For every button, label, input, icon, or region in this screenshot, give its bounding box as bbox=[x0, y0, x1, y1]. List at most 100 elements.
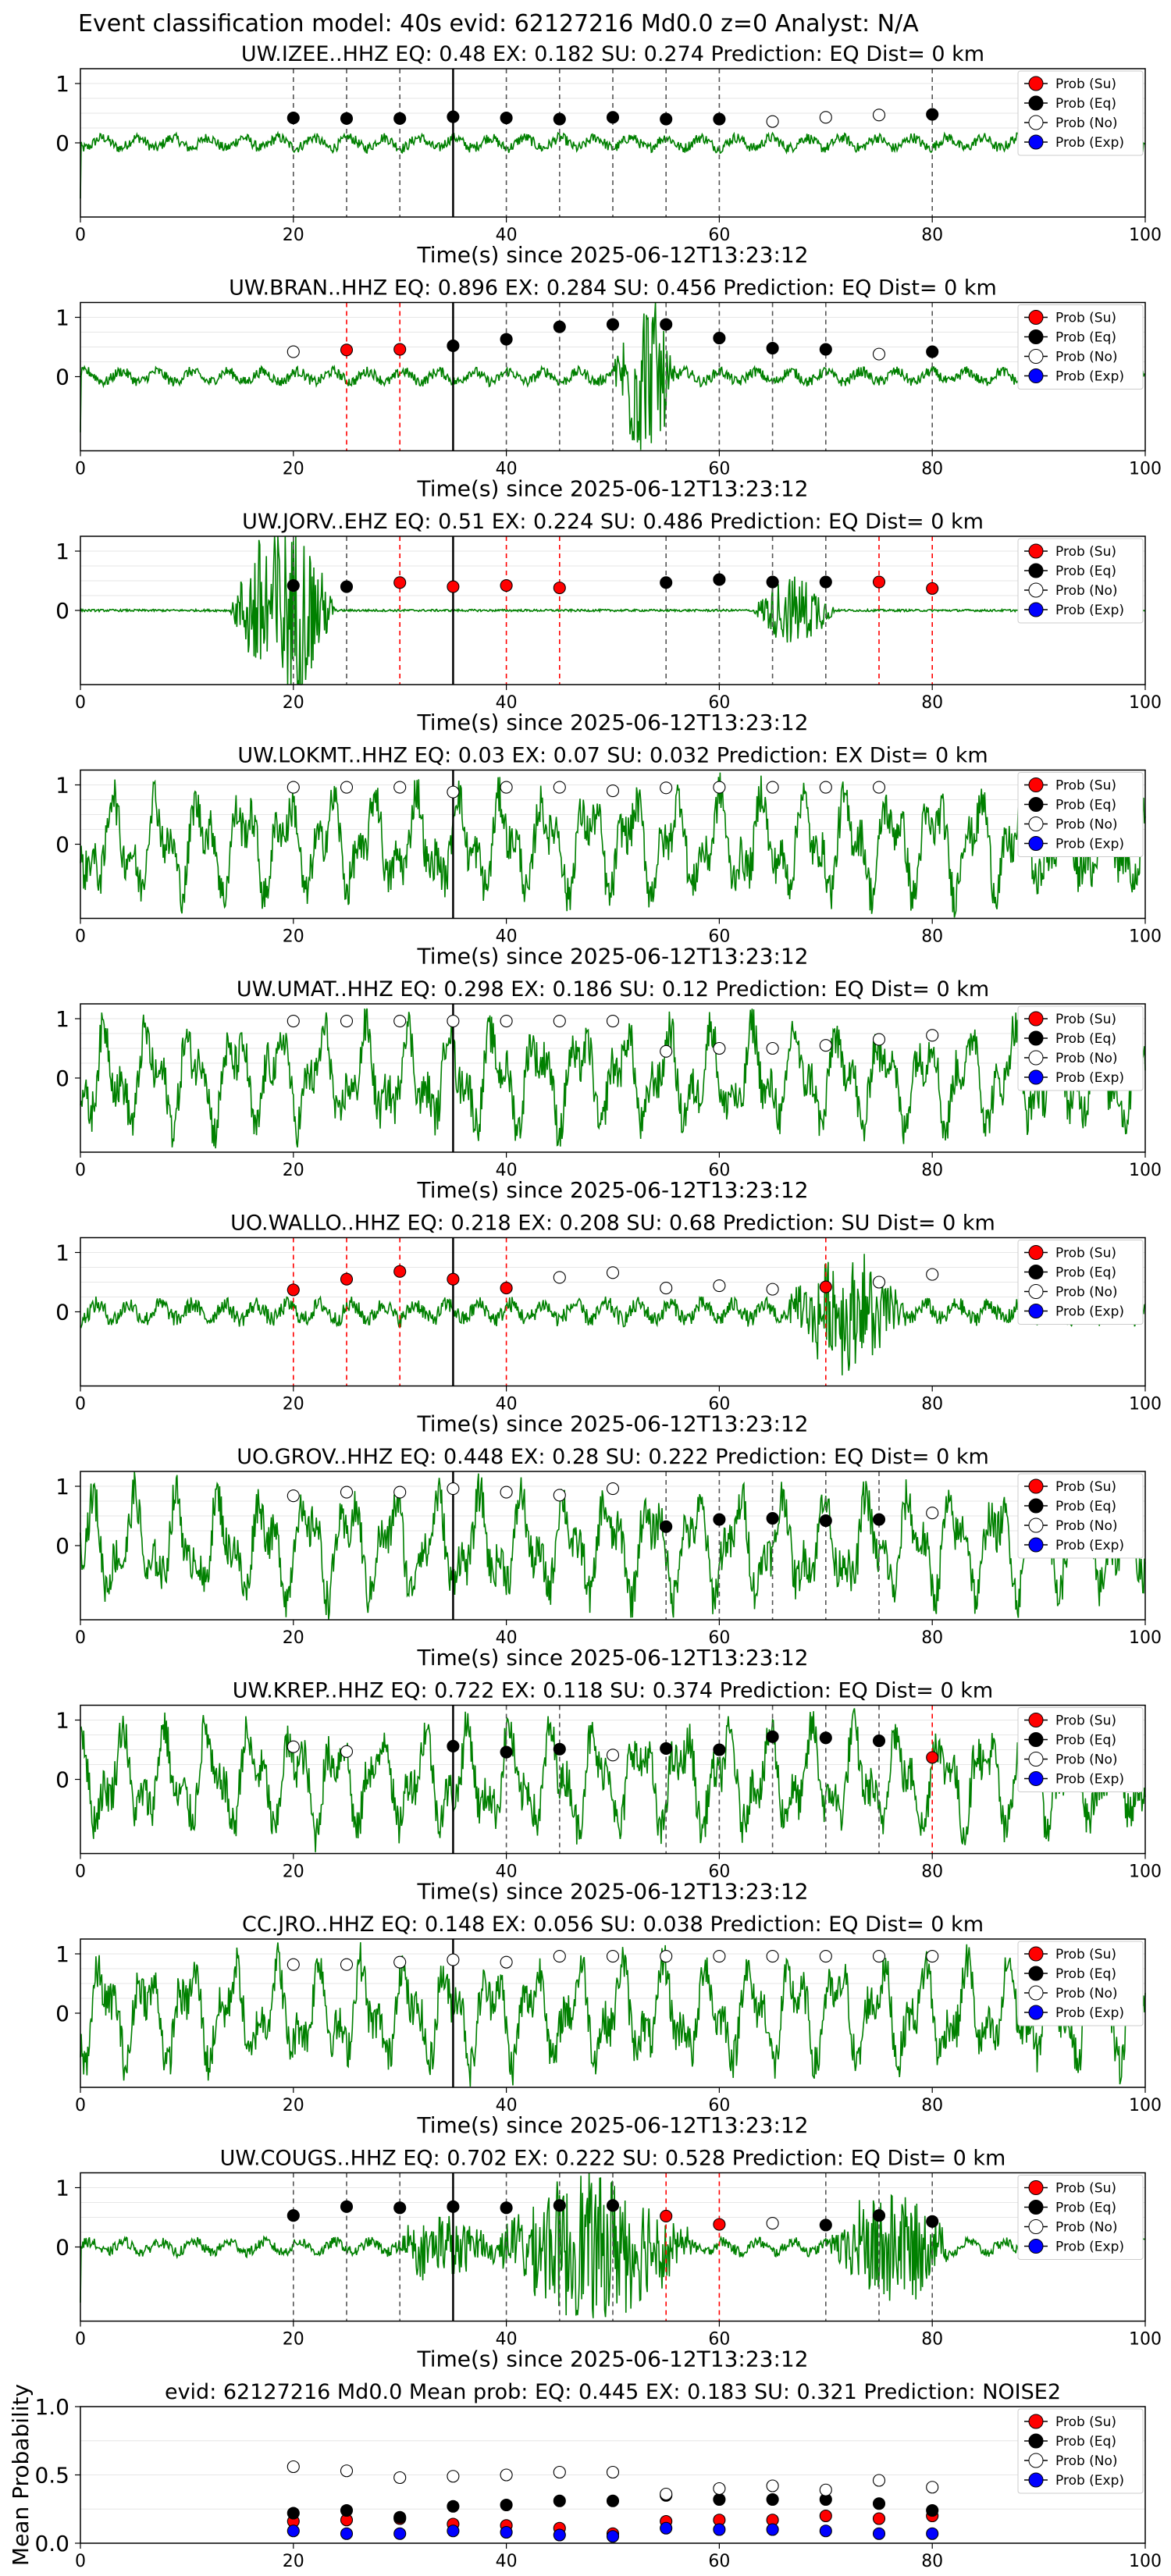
prob-marker-su bbox=[553, 582, 566, 595]
prob-marker-eq bbox=[553, 320, 566, 333]
panel-title: UW.BRAN..HHZ EQ: 0.896 EX: 0.284 SU: 0.4… bbox=[229, 276, 997, 301]
prob-marker-no bbox=[606, 1266, 620, 1279]
legend-marker-su bbox=[1028, 2414, 1044, 2429]
legend-label: Prob (No) bbox=[1055, 1051, 1118, 1066]
x-tick-label: 20 bbox=[283, 226, 304, 245]
prob-marker-eq bbox=[713, 112, 726, 126]
prob-marker-eq bbox=[500, 112, 513, 125]
prob-marker-eq bbox=[766, 1730, 779, 1743]
mean-marker-no bbox=[340, 2464, 354, 2478]
x-axis-label: Time(s) since 2025-06-12T13:23:12 bbox=[416, 2347, 808, 2372]
prob-marker-eq bbox=[819, 343, 832, 356]
legend-marker-no bbox=[1028, 1050, 1044, 1066]
x-tick-label: 60 bbox=[708, 1161, 730, 1180]
mean-marker-exp bbox=[393, 2527, 407, 2540]
legend-marker-exp bbox=[1028, 368, 1044, 383]
legend-marker-exp bbox=[1028, 602, 1044, 617]
legend-marker-eq bbox=[1028, 329, 1044, 344]
prob-marker-no bbox=[926, 1949, 939, 1963]
x-tick-label: 100 bbox=[1129, 1395, 1162, 1414]
x-tick-label: 20 bbox=[283, 927, 304, 947]
x-tick-label: 60 bbox=[708, 693, 730, 713]
x-axis-label: Time(s) since 2025-06-12T13:23:12 bbox=[416, 710, 808, 735]
x-tick-label: 20 bbox=[283, 1863, 304, 1882]
prob-marker-no bbox=[872, 109, 886, 122]
y-tick-label: 1 bbox=[55, 539, 69, 564]
legend-label: Prob (Su) bbox=[1055, 2181, 1116, 2197]
x-tick-label: 0 bbox=[75, 1395, 86, 1414]
prob-marker-no bbox=[553, 1271, 566, 1284]
panel-title: UW.KREP..HHZ EQ: 0.722 EX: 0.118 SU: 0.3… bbox=[233, 1679, 993, 1703]
y-tick-label: 1 bbox=[55, 1474, 69, 1500]
y-tick-label: 1 bbox=[55, 2176, 69, 2201]
x-tick-label: 0 bbox=[75, 460, 86, 479]
x-tick-label: 80 bbox=[921, 927, 943, 947]
prob-marker-no bbox=[766, 781, 779, 794]
prob-marker-eq bbox=[340, 112, 354, 125]
x-tick-label: 40 bbox=[496, 2330, 518, 2350]
panel-title: UW.UMAT..HHZ EQ: 0.298 EX: 0.186 SU: 0.1… bbox=[237, 977, 989, 1002]
mean-marker-eq bbox=[500, 2498, 513, 2512]
panel-title: UW.IZEE..HHZ EQ: 0.48 EX: 0.182 SU: 0.27… bbox=[241, 42, 984, 66]
prob-marker-eq bbox=[660, 318, 673, 331]
legend-label: Prob (Exp) bbox=[1055, 2473, 1124, 2489]
prob-marker-no bbox=[287, 1489, 300, 1503]
prob-marker-eq bbox=[819, 1731, 832, 1745]
prob-marker-eq bbox=[766, 341, 779, 355]
figure-suptitle: Event classification model: 40s evid: 62… bbox=[78, 10, 919, 37]
prob-marker-eq bbox=[393, 2201, 407, 2215]
prob-marker-no bbox=[872, 1276, 886, 1289]
x-tick-label: 60 bbox=[708, 1863, 730, 1882]
legend-label: Prob (No) bbox=[1055, 817, 1118, 833]
mean-marker-su bbox=[872, 2512, 886, 2525]
legend-marker-no bbox=[1028, 582, 1044, 598]
y-tick-label: 0 bbox=[55, 1767, 69, 1793]
legend-marker-exp bbox=[1028, 836, 1044, 851]
x-tick-label: 20 bbox=[283, 1395, 304, 1414]
legend-marker-no bbox=[1028, 115, 1044, 130]
x-tick-label: 80 bbox=[921, 1395, 943, 1414]
prob-marker-no bbox=[872, 347, 886, 361]
prob-marker-eq bbox=[926, 2215, 939, 2228]
prob-marker-eq bbox=[393, 112, 407, 125]
mean-probability-panel: evid: 62127216 Md0.0 Mean prob: EQ: 0.44… bbox=[8, 2380, 1162, 2571]
x-tick-label: 0 bbox=[75, 927, 86, 947]
prob-marker-no bbox=[340, 1958, 354, 1971]
legend-marker-su bbox=[1028, 543, 1044, 559]
prob-marker-eq bbox=[926, 345, 939, 358]
mean-marker-no bbox=[926, 2481, 939, 2494]
mean-marker-no bbox=[713, 2482, 726, 2496]
legend-label: Prob (Eq) bbox=[1055, 2201, 1116, 2216]
prob-marker-no bbox=[393, 781, 407, 794]
legend-box bbox=[1017, 1941, 1144, 2026]
prob-marker-no bbox=[660, 1044, 673, 1058]
prob-marker-no bbox=[500, 781, 513, 794]
mean-marker-no bbox=[660, 2487, 673, 2501]
prob-marker-no bbox=[287, 781, 300, 794]
mean-marker-no bbox=[819, 2483, 832, 2496]
station-panel-8: CC.JRO..HHZ EQ: 0.148 EX: 0.056 SU: 0.03… bbox=[55, 1912, 1162, 2138]
y-tick-label: 1 bbox=[55, 1006, 69, 1032]
x-tick-label: 0 bbox=[75, 1628, 86, 1648]
mean-marker-no bbox=[606, 2465, 620, 2479]
x-tick-label: 0 bbox=[75, 2096, 86, 2115]
x-tick-label: 60 bbox=[708, 927, 730, 947]
y-tick-label: 1 bbox=[55, 305, 69, 331]
axes-frame bbox=[80, 68, 1146, 218]
legend-marker-eq bbox=[1028, 563, 1044, 578]
legend-marker-eq bbox=[1028, 1265, 1044, 1279]
prob-marker-no bbox=[872, 1949, 886, 1963]
x-axis-label: Time(s) since 2025-06-12T13:23:12 bbox=[416, 476, 808, 502]
x-tick-label: 60 bbox=[708, 1395, 730, 1414]
prob-marker-no bbox=[447, 1953, 460, 1966]
prob-marker-eq bbox=[819, 575, 832, 589]
legend-label: Prob (Exp) bbox=[1055, 2005, 1124, 2021]
waveform-trace bbox=[80, 2172, 1146, 2318]
prob-marker-no bbox=[447, 1482, 460, 1496]
prob-marker-eq bbox=[447, 1739, 460, 1752]
legend-label: Prob (Su) bbox=[1055, 1479, 1116, 1495]
legend-label: Prob (Eq) bbox=[1055, 564, 1116, 579]
x-tick-label: 20 bbox=[283, 2552, 304, 2571]
prob-marker-eq bbox=[606, 111, 620, 124]
waveform-trace bbox=[80, 535, 1146, 685]
